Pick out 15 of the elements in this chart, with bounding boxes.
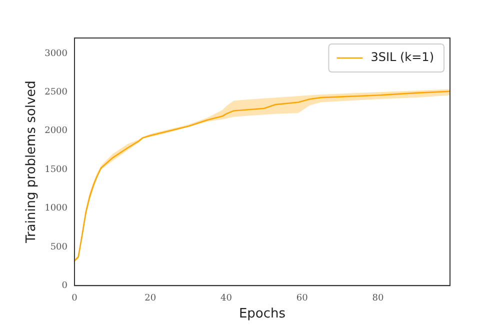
y-axis-title: Training problems solved	[24, 80, 40, 244]
y-tick-label: 0	[62, 280, 68, 291]
y-tick-label: 2000	[44, 126, 68, 136]
y-tick-label: 1000	[44, 204, 68, 214]
y-tick-label: 1500	[44, 164, 68, 175]
x-tick-label: 20	[144, 293, 156, 304]
y-tick-label: 500	[50, 242, 68, 252]
x-tick-label: 0	[72, 293, 78, 304]
y-tick-label: 3000	[44, 48, 68, 59]
legend-label: 3SIL (k=1)	[370, 50, 434, 64]
x-axis-title: Epochs	[238, 306, 286, 322]
y-tick-label: 2500	[44, 88, 68, 98]
x-tick-label: 40	[220, 293, 232, 304]
x-tick-label: 60	[296, 293, 308, 304]
x-tick-label: 80	[372, 293, 384, 304]
